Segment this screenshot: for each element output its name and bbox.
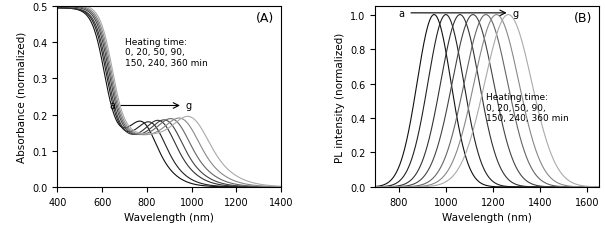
Y-axis label: PL intensity (normalized): PL intensity (normalized) xyxy=(335,32,344,162)
Y-axis label: Absorbance (normalized): Absorbance (normalized) xyxy=(17,32,27,162)
Text: a: a xyxy=(110,101,116,111)
X-axis label: Wavelength (nm): Wavelength (nm) xyxy=(125,212,214,222)
Text: Heating time:
0, 20, 50, 90,
150, 240, 360 min: Heating time: 0, 20, 50, 90, 150, 240, 3… xyxy=(125,38,208,67)
Text: g: g xyxy=(185,101,191,111)
Text: (A): (A) xyxy=(257,12,275,25)
Text: (B): (B) xyxy=(574,12,592,25)
Text: g: g xyxy=(512,9,518,19)
X-axis label: Wavelength (nm): Wavelength (nm) xyxy=(442,212,532,222)
Text: a: a xyxy=(399,9,405,19)
Text: Heating time:
0, 20, 50, 90,
150, 240, 360 min: Heating time: 0, 20, 50, 90, 150, 240, 3… xyxy=(486,93,569,122)
